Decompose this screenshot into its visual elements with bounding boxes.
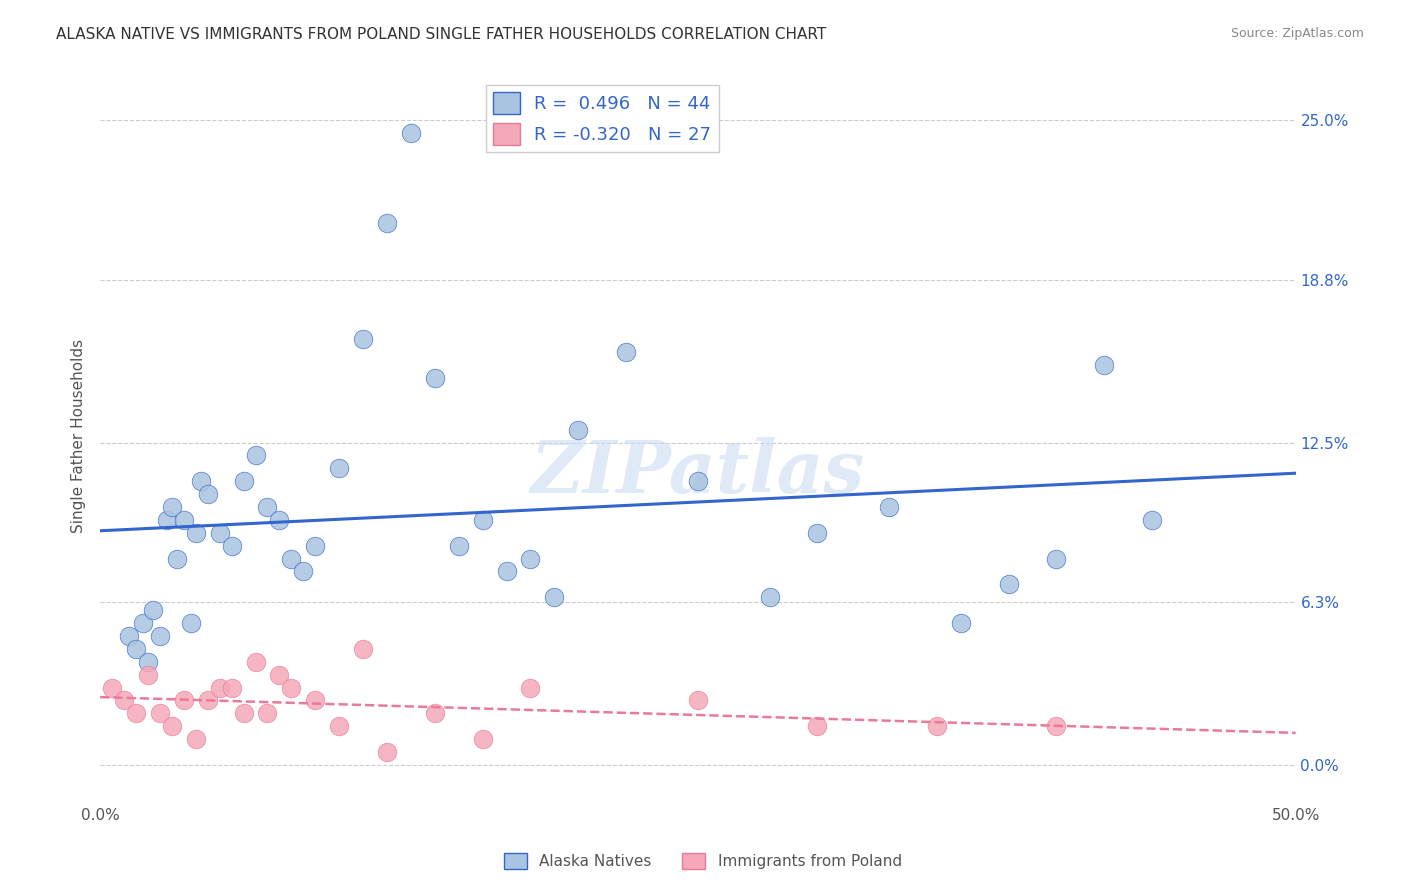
Point bbox=[136, 655, 159, 669]
Point bbox=[806, 525, 828, 540]
Point bbox=[190, 474, 212, 488]
Text: ZIPatlas: ZIPatlas bbox=[531, 437, 865, 508]
Point bbox=[375, 745, 398, 759]
Point bbox=[686, 693, 709, 707]
Point bbox=[232, 706, 254, 721]
Point bbox=[997, 577, 1019, 591]
Point bbox=[269, 513, 291, 527]
Point bbox=[352, 332, 374, 346]
Legend: Alaska Natives, Immigrants from Poland: Alaska Natives, Immigrants from Poland bbox=[498, 847, 908, 875]
Point bbox=[149, 706, 172, 721]
Point bbox=[112, 693, 135, 707]
Point bbox=[1045, 551, 1067, 566]
Point bbox=[101, 681, 124, 695]
Point bbox=[132, 616, 155, 631]
Point bbox=[280, 681, 302, 695]
Point bbox=[471, 513, 494, 527]
Point bbox=[184, 525, 207, 540]
Point bbox=[519, 681, 541, 695]
Point bbox=[806, 719, 828, 733]
Point bbox=[269, 667, 291, 681]
Point bbox=[156, 513, 179, 527]
Point bbox=[256, 500, 278, 514]
Point bbox=[375, 216, 398, 230]
Point bbox=[160, 500, 183, 514]
Point bbox=[197, 693, 219, 707]
Point bbox=[877, 500, 900, 514]
Point bbox=[399, 126, 422, 140]
Point bbox=[686, 474, 709, 488]
Point bbox=[221, 681, 243, 695]
Point bbox=[245, 655, 267, 669]
Point bbox=[1092, 358, 1115, 372]
Point bbox=[423, 706, 446, 721]
Point bbox=[304, 693, 326, 707]
Point bbox=[136, 667, 159, 681]
Point bbox=[125, 706, 148, 721]
Point bbox=[280, 551, 302, 566]
Point bbox=[173, 693, 195, 707]
Point bbox=[166, 551, 188, 566]
Point bbox=[328, 719, 350, 733]
Point bbox=[232, 474, 254, 488]
Point bbox=[245, 449, 267, 463]
Point bbox=[758, 591, 780, 605]
Point bbox=[208, 525, 231, 540]
Point bbox=[543, 591, 565, 605]
Point bbox=[423, 371, 446, 385]
Text: Source: ZipAtlas.com: Source: ZipAtlas.com bbox=[1230, 27, 1364, 40]
Point bbox=[208, 681, 231, 695]
Point bbox=[328, 461, 350, 475]
Point bbox=[197, 487, 219, 501]
Point bbox=[180, 616, 202, 631]
Point bbox=[149, 629, 172, 643]
Point bbox=[256, 706, 278, 721]
Point bbox=[352, 641, 374, 656]
Point bbox=[1140, 513, 1163, 527]
Point bbox=[447, 539, 470, 553]
Point bbox=[949, 616, 972, 631]
Point bbox=[925, 719, 948, 733]
Point bbox=[614, 345, 637, 359]
Y-axis label: Single Father Households: Single Father Households bbox=[72, 339, 86, 533]
Point bbox=[519, 551, 541, 566]
Point bbox=[160, 719, 183, 733]
Point bbox=[471, 732, 494, 747]
Point bbox=[292, 565, 315, 579]
Point bbox=[221, 539, 243, 553]
Point bbox=[1045, 719, 1067, 733]
Point bbox=[125, 641, 148, 656]
Point bbox=[304, 539, 326, 553]
Point bbox=[118, 629, 141, 643]
Point bbox=[495, 565, 517, 579]
Legend: R =  0.496   N = 44, R = -0.320   N = 27: R = 0.496 N = 44, R = -0.320 N = 27 bbox=[485, 85, 718, 153]
Point bbox=[567, 423, 589, 437]
Text: ALASKA NATIVE VS IMMIGRANTS FROM POLAND SINGLE FATHER HOUSEHOLDS CORRELATION CHA: ALASKA NATIVE VS IMMIGRANTS FROM POLAND … bbox=[56, 27, 827, 42]
Point bbox=[173, 513, 195, 527]
Point bbox=[142, 603, 165, 617]
Point bbox=[184, 732, 207, 747]
